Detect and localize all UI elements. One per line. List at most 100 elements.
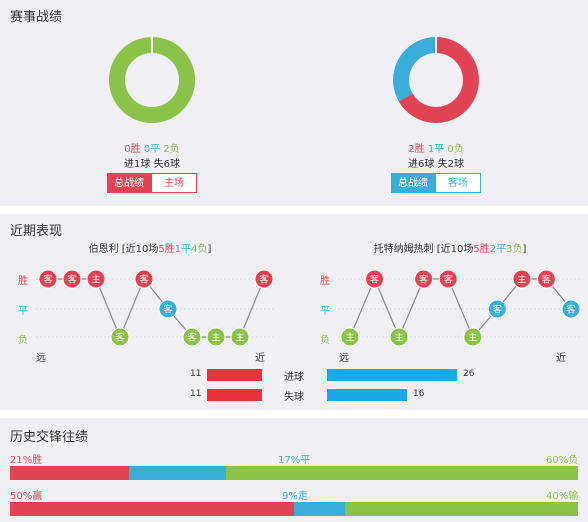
home-axis-draw: 平	[18, 306, 28, 317]
home-axis-far: 远	[36, 353, 46, 364]
h2h-result-bar	[10, 466, 578, 480]
form-result-marker	[182, 327, 202, 347]
away-losses: 0负	[447, 144, 464, 155]
away-goals-count: 26	[463, 369, 475, 379]
form-venue-label: 客	[139, 274, 148, 286]
away-form-draws: 2平	[489, 244, 507, 255]
away-goals: 进6球 失2球	[408, 159, 464, 170]
away-axis-draw: 平	[320, 306, 330, 317]
form-result-marker	[134, 269, 154, 289]
goals-label: 进球	[284, 372, 304, 383]
home-axis-near: 近	[255, 353, 265, 364]
away-conceded-count: 16	[413, 389, 425, 399]
h2h-bar-segment	[129, 466, 226, 480]
form-venue-label: 客	[444, 274, 453, 286]
form-result-marker	[365, 269, 385, 289]
form-venue-label: 客	[43, 274, 52, 286]
form-venue-label: 主	[211, 332, 220, 344]
conceded-label: 失球	[284, 392, 304, 403]
home-axis-win: 胜	[18, 276, 28, 287]
away-axis-near: 近	[556, 353, 566, 364]
home-goals-count: 11	[190, 369, 202, 379]
away-goals-bar	[327, 369, 457, 381]
form-venue-label: 主	[468, 332, 477, 344]
form-result-marker	[512, 269, 532, 289]
h2h-win-pct: 21%胜	[10, 455, 43, 466]
form-result-marker	[38, 269, 58, 289]
h2h-handicap-loss-pct: 40%输	[546, 491, 579, 502]
home-axis-loss: 负	[18, 335, 28, 346]
home-form-wins: 5胜	[158, 244, 175, 255]
home-losses: 2负	[163, 144, 180, 155]
tab-total-record-away[interactable]: 总战绩	[391, 173, 435, 193]
form-venue-label: 主	[395, 332, 404, 344]
recent-form-panel: 近期表现 伯恩利 [近10场5胜1平4负] 托特纳姆热刺 [近10场5胜2平3负…	[0, 214, 588, 410]
form-result-marker	[536, 269, 556, 289]
tab-total-record-home[interactable]: 总战绩	[107, 173, 151, 193]
head-to-head-panel: 历史交锋往绩 21%胜 17%平 60%负 50%赢 9%走 40%输	[0, 418, 588, 522]
h2h-bar-segment	[10, 502, 294, 516]
form-venue-label: 主	[345, 332, 354, 344]
form-venue-label: 客	[370, 274, 379, 286]
form-venue-label: 客	[419, 274, 428, 286]
home-form-chart: 客客主客客客客主主客	[36, 269, 276, 347]
form-venue-label: 客	[163, 304, 172, 316]
home-form-title-prefix: 伯恩利 [近10场	[88, 244, 159, 255]
home-form-draws: 1平	[174, 244, 192, 255]
divider	[0, 206, 588, 214]
tab-away-record[interactable]: 客场	[435, 173, 481, 193]
form-result-marker	[110, 327, 130, 347]
donut-segment	[393, 37, 437, 102]
form-venue-label: 客	[115, 332, 124, 344]
away-axis-far: 远	[339, 353, 349, 364]
form-result-marker	[340, 327, 360, 347]
h2h-bar-segment	[10, 466, 130, 480]
away-form-title-suffix: ]	[522, 244, 527, 255]
form-line	[349, 277, 572, 339]
form-venue-label: 主	[235, 332, 244, 344]
away-form-wins: 5胜	[473, 244, 490, 255]
form-result-marker	[86, 269, 106, 289]
donut-segment	[398, 37, 479, 123]
h2h-handicap-push-pct: 9%走	[282, 491, 308, 502]
home-goals: 进1球 失6球	[124, 159, 180, 170]
form-venue-label: 主	[91, 274, 100, 286]
h2h-handicap-win-pct: 50%赢	[10, 491, 43, 502]
form-result-marker	[414, 269, 434, 289]
tab-home-record[interactable]: 主场	[151, 173, 197, 193]
away-form-losses: 3负	[506, 244, 523, 255]
home-conceded-count: 11	[190, 389, 202, 399]
h2h-bar-segment	[294, 502, 346, 516]
away-record-summary: 2胜 1平 0负	[356, 140, 516, 155]
home-wins: 0胜	[124, 144, 141, 155]
form-result-marker	[206, 327, 226, 347]
form-result-marker	[62, 269, 82, 289]
h2h-bar-segment	[225, 466, 578, 480]
h2h-loss-pct: 60%负	[546, 455, 579, 466]
divider	[0, 410, 588, 418]
away-axis-loss: 负	[320, 335, 330, 346]
h2h-handicap-bar	[10, 502, 578, 516]
away-conceded-bar	[327, 389, 407, 401]
section-title-recent-form: 近期表现	[10, 224, 63, 239]
form-result-marker	[487, 299, 507, 319]
away-draws: 1平	[427, 144, 445, 155]
away-record-tabs: 总战绩 客场	[391, 173, 481, 193]
h2h-draw-pct: 17%平	[278, 455, 311, 466]
home-record-donut	[109, 37, 195, 123]
away-record-donut	[393, 37, 479, 123]
home-draws: 0平	[143, 144, 161, 155]
home-record-summary: 0胜 0平 2负	[72, 140, 232, 155]
form-result-marker	[389, 327, 409, 347]
form-result-marker	[158, 299, 178, 319]
away-form-title: 托特纳姆热刺 [近10场5胜2平3负]	[340, 240, 560, 255]
form-line	[48, 277, 265, 339]
form-result-marker	[561, 299, 581, 319]
home-form-title: 伯恩利 [近10场5胜1平4负]	[40, 240, 260, 255]
form-venue-label: 主	[517, 274, 526, 286]
form-venue-label: 客	[542, 274, 551, 286]
form-venue-label: 客	[187, 332, 196, 344]
record-panel: 赛事战绩 0胜 0平 2负 进1球 失6球 总战绩 主场 2胜 1平 0负 进6…	[0, 0, 588, 206]
home-record-tabs: 总战绩 主场	[107, 173, 197, 193]
